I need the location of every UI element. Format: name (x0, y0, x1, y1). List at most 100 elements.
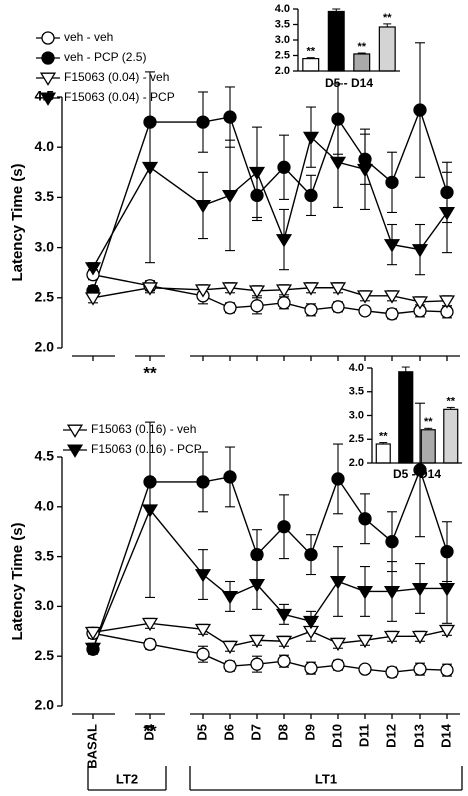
y-tick-label: 3.5 (35, 547, 55, 563)
data-point (302, 131, 320, 146)
data-point (223, 110, 237, 124)
data-point (358, 512, 372, 526)
data-point (302, 282, 320, 296)
data-point (438, 624, 456, 639)
data-point (438, 583, 456, 597)
data-point (356, 163, 374, 178)
data-point (329, 156, 347, 171)
x-tick-label: D11 (356, 724, 371, 747)
legend-marker (66, 444, 84, 458)
y-axis-title: Latency Time (s) (9, 163, 26, 281)
data-point (331, 112, 345, 126)
y-tick-label: 3.5 (275, 18, 290, 30)
data-point (383, 630, 401, 645)
data-point (304, 661, 318, 675)
data-point (358, 662, 372, 676)
bar (398, 371, 414, 464)
data-point (277, 520, 291, 534)
data-point (440, 544, 454, 559)
y-tick-label: 3.0 (35, 238, 55, 254)
y-tick-label: 2.0 (275, 65, 290, 77)
data-point (194, 284, 212, 298)
data-point (385, 307, 399, 321)
data-point (248, 285, 266, 299)
data-point (411, 630, 429, 645)
annotation: ** (143, 363, 157, 382)
data-point (356, 634, 374, 649)
error-bar (379, 442, 388, 444)
legend-marker (41, 51, 55, 65)
data-point (143, 637, 157, 651)
error-bar (383, 23, 392, 27)
data-point (331, 658, 345, 672)
legend-marker (39, 92, 57, 106)
data-point (329, 282, 347, 296)
error-bar (446, 406, 455, 410)
y-tick-label: 3.0 (349, 409, 364, 421)
data-point (385, 535, 399, 549)
data-point (329, 637, 347, 652)
x-tick-label: BASAL (84, 724, 99, 769)
data-point (329, 576, 347, 590)
error-bar (401, 366, 410, 372)
x-tick-label: D13 (411, 724, 426, 748)
data-point (223, 659, 237, 673)
data-point (196, 647, 210, 661)
y-tick-label: 2.5 (35, 647, 55, 663)
data-point (304, 303, 318, 317)
data-point (411, 296, 429, 310)
y-tick-label: 2.5 (349, 433, 364, 445)
x-tick-label: D12 (383, 724, 398, 748)
data-point (194, 569, 212, 583)
data-point (143, 475, 157, 489)
data-point (277, 160, 291, 174)
data-point (438, 295, 456, 309)
data-point (250, 188, 264, 203)
significance: ** (383, 12, 392, 24)
data-point (356, 586, 374, 600)
data-point (248, 579, 266, 593)
x-tick-label: D4 (141, 723, 156, 740)
y-tick-label: 2.0 (35, 697, 55, 713)
significance: ** (306, 46, 315, 58)
series-line (92, 467, 448, 650)
data-point (411, 583, 429, 597)
series-line (92, 287, 448, 303)
significance: ** (424, 416, 433, 428)
series-line (92, 508, 447, 649)
y-axis-title: Latency Time (s) (9, 522, 26, 640)
data-point (331, 300, 345, 314)
group-label: LT2 (116, 771, 138, 786)
data-point (250, 657, 264, 671)
data-point (383, 586, 401, 600)
group-label: LT1 (315, 771, 337, 786)
legend-label: veh - veh (64, 30, 113, 44)
series-line (92, 135, 448, 269)
x-tick-label: D9 (302, 724, 317, 741)
data-point (304, 188, 318, 203)
data-point (440, 663, 454, 677)
bar (375, 443, 391, 464)
x-tick-label: D6 (221, 724, 236, 741)
data-point (250, 547, 264, 562)
data-point (221, 590, 239, 605)
y-tick-label: 4.0 (349, 362, 364, 374)
legend-marker (66, 424, 84, 438)
x-axis-title: D5 - D14 (325, 76, 373, 90)
data-point (221, 640, 239, 655)
x-tick-label: D10 (329, 724, 344, 748)
data-point (440, 185, 454, 200)
data-point (194, 199, 212, 214)
data-point (248, 634, 266, 649)
legend-marker (41, 31, 55, 45)
significance: ** (446, 395, 455, 407)
y-tick-label: 3.0 (35, 597, 55, 613)
data-point (358, 304, 372, 318)
data-point (277, 654, 291, 668)
y-tick-label: 4.0 (275, 3, 290, 15)
x-tick-label: D8 (275, 724, 290, 741)
bar (327, 10, 345, 72)
bar (302, 57, 320, 72)
data-point (84, 626, 102, 641)
significance: ** (357, 41, 366, 53)
